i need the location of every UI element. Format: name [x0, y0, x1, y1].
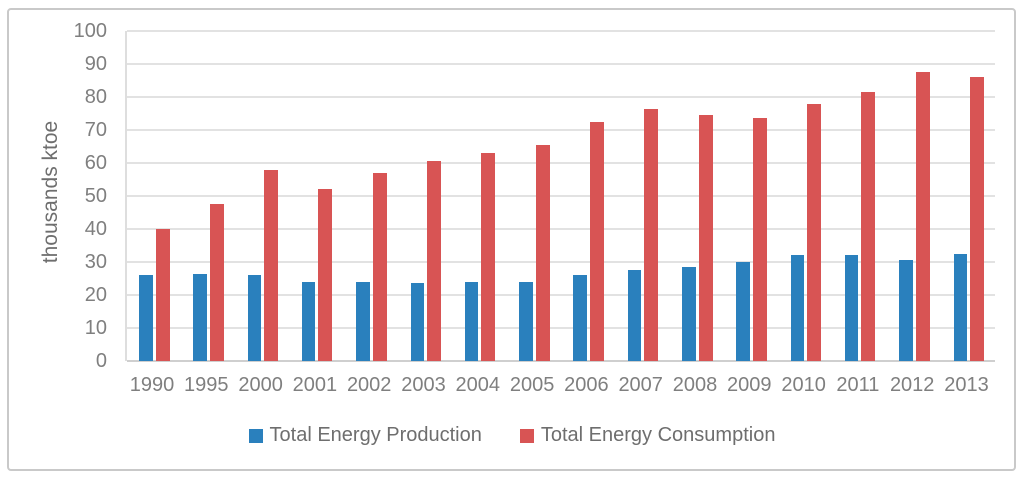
bar-production-2009: [736, 262, 750, 361]
x-tick-label: 2007: [618, 374, 663, 396]
bar-production-2007: [627, 270, 642, 361]
x-tick-label: 2005: [509, 374, 555, 396]
bar-production-2004: [464, 281, 479, 361]
chart-frame: [7, 8, 1016, 471]
legend: Total Energy Production Total Energy Cons…: [0, 424, 1024, 447]
bar-consumption-2010: [807, 103, 822, 361]
bar-consumption-2013: [970, 77, 984, 361]
bar-consumption-1995: [209, 204, 224, 361]
gridline: [127, 162, 995, 164]
gridline: [127, 195, 995, 197]
y-tick-label: 30: [84, 251, 107, 273]
bar-production-2011: [844, 255, 859, 361]
y-tick-label: 80: [84, 86, 107, 108]
bar-production-1990: [139, 275, 153, 361]
legend-label: Total Energy Consumption: [540, 424, 776, 446]
bar-production-2008: [682, 266, 696, 361]
gridline: [127, 63, 995, 65]
x-tick-label: 2000: [238, 374, 283, 396]
bar-production-2002: [356, 281, 370, 361]
bar-consumption-2011: [861, 92, 876, 361]
x-tick-label: 2002: [346, 374, 392, 396]
plot-area: [125, 30, 995, 362]
x-tick-label: 2003: [401, 374, 446, 396]
bar-production-2013: [953, 253, 967, 361]
bar-production-2003: [410, 283, 424, 361]
y-tick-label: 60: [84, 152, 107, 174]
y-tick-label: 40: [84, 218, 107, 240]
x-tick-label: 2004: [455, 374, 501, 396]
bar-production-2006: [573, 275, 587, 361]
y-tick-label: 70: [84, 119, 107, 141]
legend-swatch-icon: [519, 428, 534, 443]
bar-consumption-2009: [752, 118, 767, 361]
bar-consumption-2006: [589, 121, 604, 361]
legend-item: Total Energy Production: [248, 424, 482, 447]
x-tick-label: 1990: [129, 374, 175, 396]
x-tick-label: 2001: [292, 374, 338, 396]
bar-consumption-2012: [915, 72, 930, 361]
gridline: [127, 96, 995, 98]
bar-consumption-2003: [427, 161, 441, 361]
legend-label: Total Energy Production: [269, 424, 482, 446]
bar-production-2005: [519, 281, 533, 361]
x-tick-label: 2010: [781, 374, 826, 396]
bar-consumption-2002: [372, 172, 387, 361]
bar-consumption-2000: [264, 169, 279, 361]
bar-production-2000: [247, 275, 262, 361]
legend-swatch-icon: [248, 428, 263, 443]
bar-production-2012: [899, 260, 913, 361]
bar-consumption-2007: [644, 108, 659, 361]
y-tick-label: 10: [84, 317, 107, 339]
bar-production-1995: [193, 273, 207, 361]
x-axis-line: [127, 360, 995, 362]
bar-consumption-2008: [698, 115, 713, 361]
x-tick-label: 2013: [944, 374, 989, 396]
gridline: [127, 228, 995, 230]
x-tick-label: 2011: [836, 374, 880, 396]
gridline: [127, 261, 995, 263]
y-tick-label: 50: [84, 185, 107, 207]
y-tick-label: 0: [95, 350, 107, 372]
bar-consumption-2004: [481, 153, 496, 361]
x-tick-label: 2008: [672, 374, 718, 396]
y-tick-label: 20: [84, 284, 107, 306]
x-tick-label: 2006: [564, 374, 609, 396]
legend-item: Total Energy Consumption: [519, 424, 776, 447]
bar-production-2001: [301, 281, 316, 361]
gridline: [127, 294, 995, 296]
gridline: [127, 327, 995, 329]
gridline: [127, 129, 995, 131]
bar-consumption-1990: [155, 229, 170, 361]
x-tick-label: 1995: [184, 374, 229, 396]
bar-consumption-2005: [535, 144, 550, 361]
x-tick-label: 2012: [889, 374, 935, 396]
y-tick-label: 100: [73, 20, 107, 42]
bar-consumption-2001: [318, 189, 333, 361]
gridline: [127, 30, 995, 32]
bar-production-2010: [790, 255, 805, 361]
y-tick-label: 90: [84, 53, 107, 75]
x-tick-label: 2009: [727, 374, 772, 396]
